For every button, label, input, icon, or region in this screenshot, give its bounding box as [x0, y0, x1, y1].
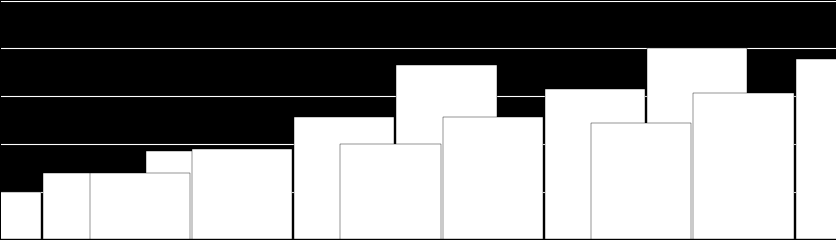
Bar [145, 151, 246, 239]
Bar [340, 144, 440, 239]
Bar [293, 117, 394, 239]
Bar [191, 149, 292, 239]
Bar [544, 89, 645, 239]
Bar [692, 93, 793, 239]
Bar [43, 173, 144, 239]
Bar [646, 48, 747, 239]
Bar [0, 192, 42, 239]
Bar [590, 123, 691, 239]
Bar [396, 66, 496, 239]
Bar [794, 59, 836, 239]
Bar [442, 117, 543, 239]
Bar [89, 173, 190, 239]
